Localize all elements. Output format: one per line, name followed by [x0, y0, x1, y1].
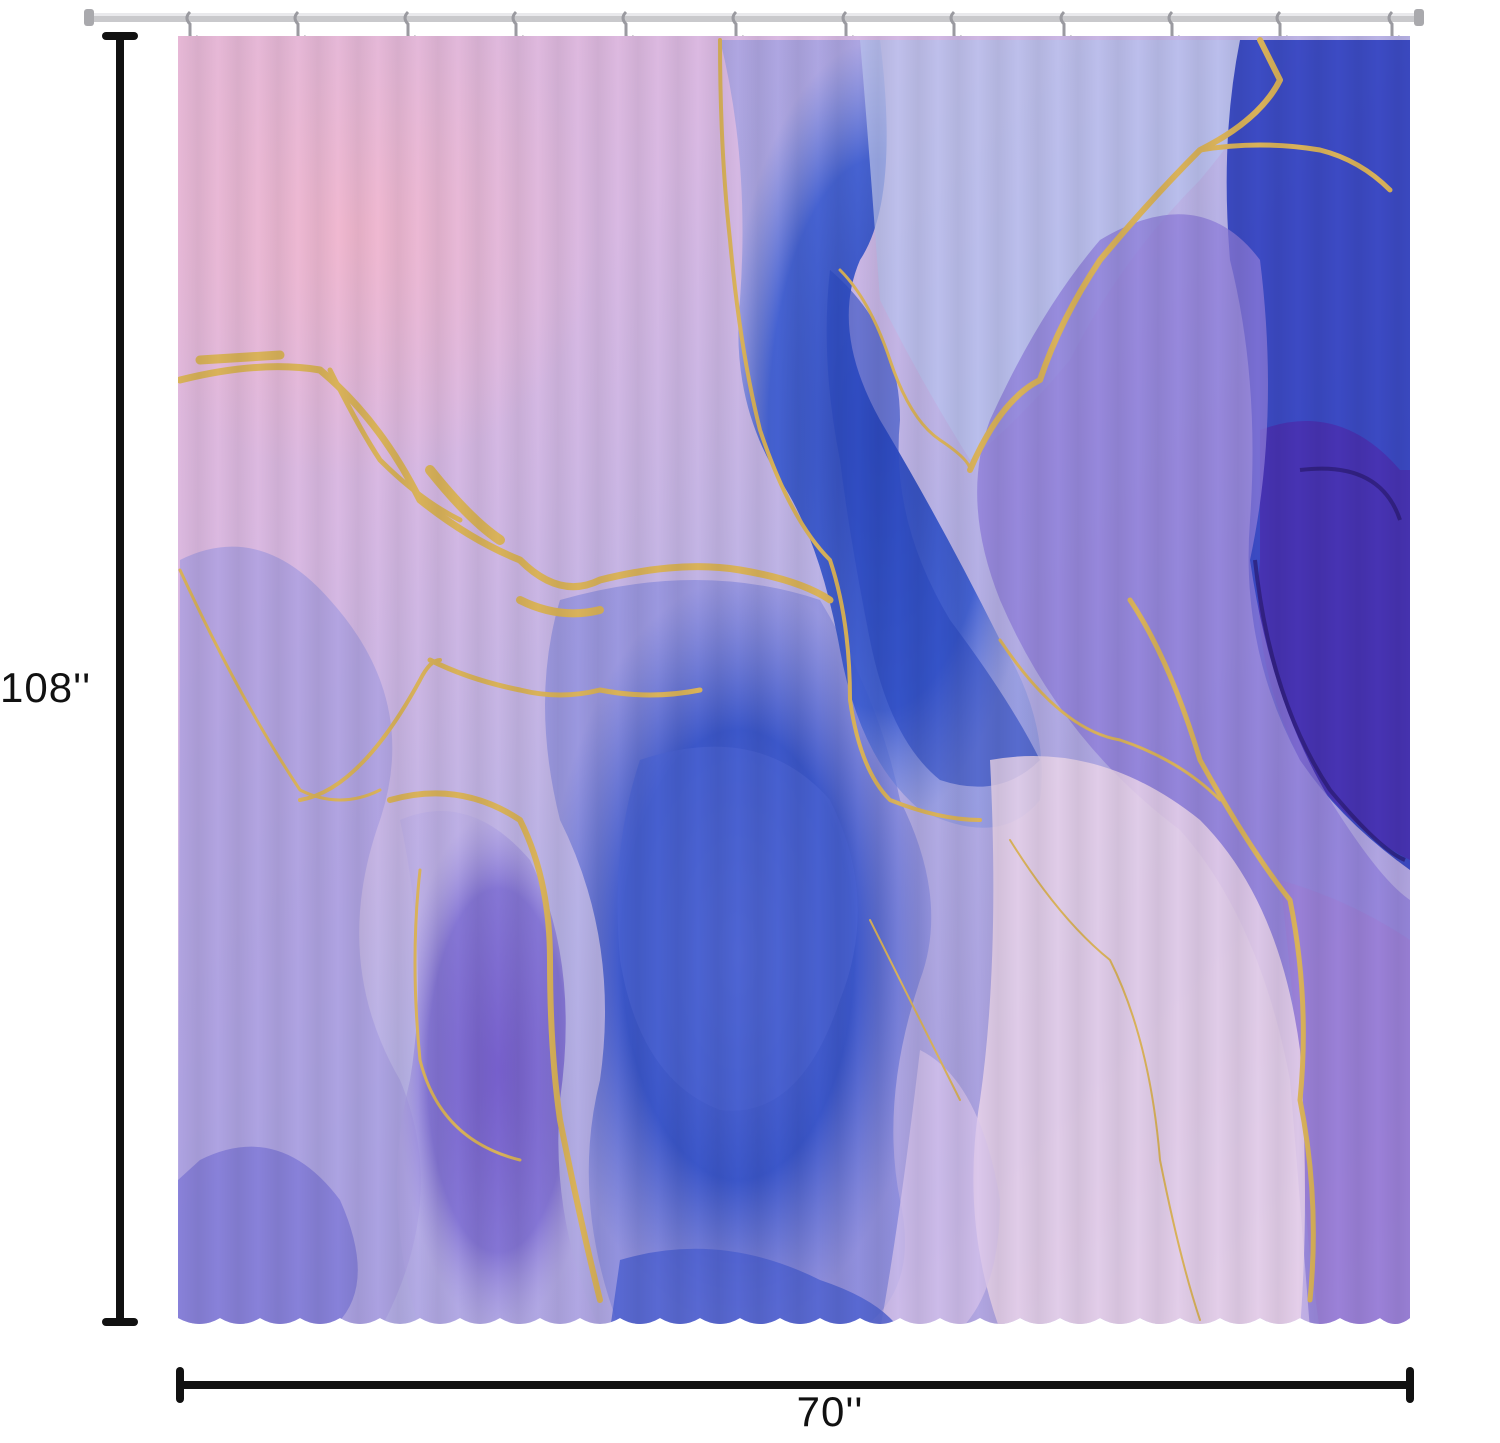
fabric-fold — [298, 36, 338, 1324]
fabric-fold — [538, 36, 578, 1324]
marble-shower-curtain — [178, 36, 1410, 1324]
height-label: 108'' — [0, 664, 92, 711]
fabric-fold — [978, 36, 1018, 1324]
fabric-fold — [938, 36, 978, 1324]
fabric-fold — [578, 36, 618, 1324]
fabric-fold — [1058, 36, 1098, 1324]
height-dimension-line — [102, 32, 138, 1326]
fabric-fold — [738, 36, 778, 1324]
fabric-fold — [1338, 36, 1378, 1324]
fabric-fold — [258, 36, 298, 1324]
fabric-fold — [618, 36, 658, 1324]
fabric-fold — [1098, 36, 1138, 1324]
fabric-fold — [1258, 36, 1298, 1324]
fabric-fold — [1138, 36, 1178, 1324]
shower-rod-icon — [84, 9, 1424, 26]
fabric-fold — [178, 36, 218, 1324]
fabric-fold — [1298, 36, 1338, 1324]
fabric-folds — [178, 36, 1410, 1324]
fabric-fold — [858, 36, 898, 1324]
fabric-fold — [1178, 36, 1218, 1324]
fabric-fold — [498, 36, 538, 1324]
fabric-fold — [458, 36, 498, 1324]
fabric-fold — [898, 36, 938, 1324]
fabric-fold — [338, 36, 378, 1324]
fabric-fold — [698, 36, 738, 1324]
fabric-fold — [218, 36, 258, 1324]
fabric-fold — [378, 36, 418, 1324]
fabric-fold — [778, 36, 818, 1324]
width-label: 70'' — [796, 1388, 864, 1435]
fabric-fold — [1378, 36, 1410, 1324]
width-dimension-line — [176, 1367, 1414, 1403]
fabric-fold — [1218, 36, 1258, 1324]
fabric-fold — [658, 36, 698, 1324]
fabric-fold — [1018, 36, 1058, 1324]
fabric-fold — [418, 36, 458, 1324]
fabric-fold — [818, 36, 858, 1324]
